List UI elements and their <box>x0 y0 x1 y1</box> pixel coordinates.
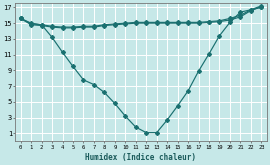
X-axis label: Humidex (Indice chaleur): Humidex (Indice chaleur) <box>86 152 197 162</box>
